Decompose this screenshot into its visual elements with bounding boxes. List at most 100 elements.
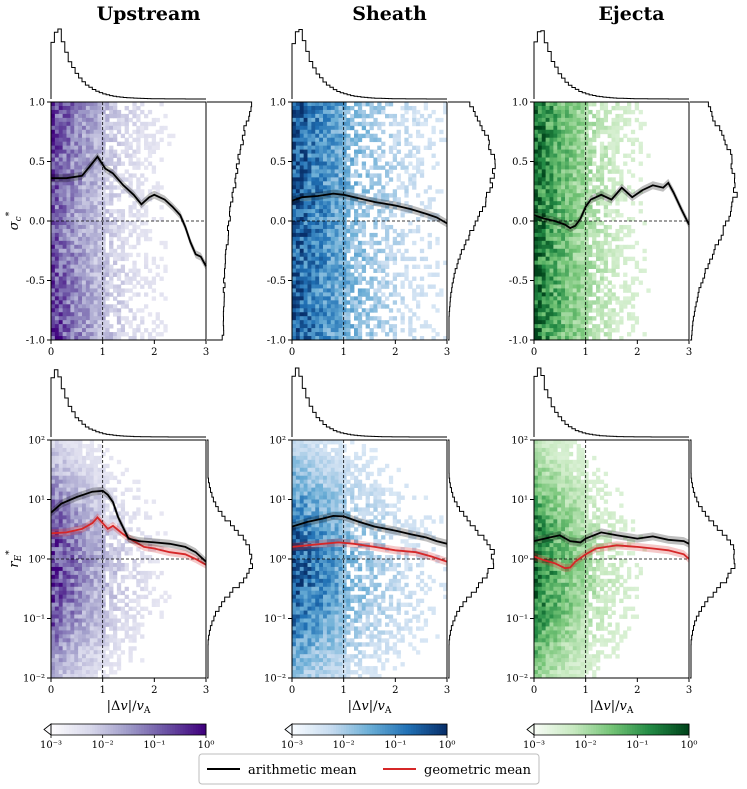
heatmap-cell — [101, 547, 106, 552]
heatmap-cell — [78, 602, 83, 607]
heatmap-cell — [549, 256, 554, 262]
heatmap-cell — [534, 324, 539, 329]
heatmap-cell — [537, 197, 543, 202]
ytick-label: 1.0 — [29, 98, 45, 109]
heatmap-cell — [557, 308, 562, 313]
heatmap-cell — [354, 133, 359, 139]
heatmap-cell — [85, 308, 91, 313]
heatmap-cell — [58, 590, 64, 596]
heatmap-cell — [89, 598, 95, 604]
heatmap-cell — [443, 109, 448, 115]
heatmap-cell — [89, 443, 95, 449]
heatmap-cell — [93, 535, 98, 540]
heatmap-cell — [553, 264, 558, 269]
heatmap-cell — [323, 336, 328, 341]
heatmap-cell — [439, 129, 444, 135]
heatmap-cell — [588, 248, 593, 254]
heatmap-cell — [66, 272, 71, 277]
heatmap-cell — [303, 129, 308, 135]
heatmap-cell — [54, 300, 60, 305]
heatmap-cell — [615, 181, 620, 186]
heatmap-cell — [62, 133, 67, 139]
heatmap-cell — [607, 209, 612, 214]
heatmap-cell — [400, 296, 405, 301]
heatmap-cell — [78, 443, 83, 449]
heatmap-cell — [109, 125, 114, 131]
heatmap-cell — [116, 244, 122, 250]
heatmap-cell — [58, 316, 64, 321]
heatmap-cell — [303, 141, 308, 147]
heatmap-cell — [334, 125, 339, 131]
heatmap-cell — [334, 157, 339, 162]
heatmap-cell — [85, 535, 91, 540]
heatmap-cell — [66, 642, 71, 647]
heatmap-cell — [377, 300, 382, 305]
heatmap-cell — [54, 296, 60, 301]
heatmap-cell — [392, 197, 398, 202]
heatmap-cell — [599, 165, 605, 170]
heatmap-cell — [74, 570, 79, 576]
heatmap-cell — [74, 328, 79, 333]
heatmap-cell — [361, 149, 367, 154]
heatmap-cell — [78, 626, 83, 631]
heatmap-cell — [545, 169, 550, 174]
heatmap-cell — [408, 149, 413, 154]
heatmap-cell — [74, 272, 79, 277]
heatmap-cell — [319, 217, 324, 222]
heatmap-cell — [315, 252, 320, 258]
heatmap-cell — [151, 133, 157, 139]
heatmap-cell — [105, 515, 110, 520]
heatmap-cell — [392, 332, 398, 337]
heatmap-cell — [58, 189, 64, 194]
heatmap-cell — [82, 654, 87, 659]
heatmap-cell — [54, 173, 60, 178]
heatmap-cell — [97, 221, 102, 226]
heatmap-cell — [136, 252, 141, 258]
heatmap-cell — [311, 308, 316, 313]
column-title-sheath: Sheath — [352, 3, 427, 25]
heatmap-cell — [373, 105, 378, 111]
heatmap-cell — [82, 145, 87, 150]
heatmap-cell — [568, 149, 574, 154]
heatmap-cell — [120, 288, 126, 293]
heatmap-cell — [62, 125, 67, 131]
heatmap-cell — [62, 201, 67, 206]
heatmap-cell — [303, 232, 308, 238]
heatmap-cell — [611, 181, 616, 186]
heatmap-cell — [311, 320, 316, 325]
heatmap-cell — [419, 121, 425, 127]
heatmap-cell — [315, 264, 320, 269]
heatmap-cell — [565, 165, 570, 170]
heatmap-cell — [319, 264, 324, 269]
heatmap-cell — [330, 117, 336, 123]
heatmap-cell — [576, 332, 581, 337]
heatmap-cell — [124, 105, 129, 111]
heatmap-cell — [51, 555, 56, 560]
heatmap-cell — [326, 153, 332, 158]
heatmap-cell — [599, 316, 605, 321]
heatmap-cell — [323, 133, 328, 139]
heatmap-cell — [105, 105, 110, 111]
heatmap-cell — [427, 141, 432, 147]
heatmap-cell — [120, 240, 126, 246]
heatmap-cell — [565, 304, 570, 309]
heatmap-cell — [350, 296, 355, 301]
heatmap-cell — [85, 487, 91, 492]
heatmap-cell — [584, 324, 589, 329]
heatmap-cell — [82, 217, 87, 222]
heatmap-cell — [400, 320, 405, 325]
heatmap-cell — [396, 292, 401, 297]
heatmap-cell — [159, 157, 164, 162]
heatmap-cell — [70, 296, 75, 301]
heatmap-cell — [51, 181, 56, 186]
heatmap-cell — [58, 221, 64, 226]
heatmap-cell — [615, 117, 620, 123]
heatmap-cell — [299, 244, 305, 250]
heatmap-cell — [572, 224, 578, 230]
heatmap-cell — [365, 129, 370, 135]
heatmap-cell — [116, 217, 122, 222]
heatmap-cell — [101, 638, 106, 643]
heatmap-cell — [319, 213, 324, 218]
heatmap-cell — [70, 153, 75, 158]
